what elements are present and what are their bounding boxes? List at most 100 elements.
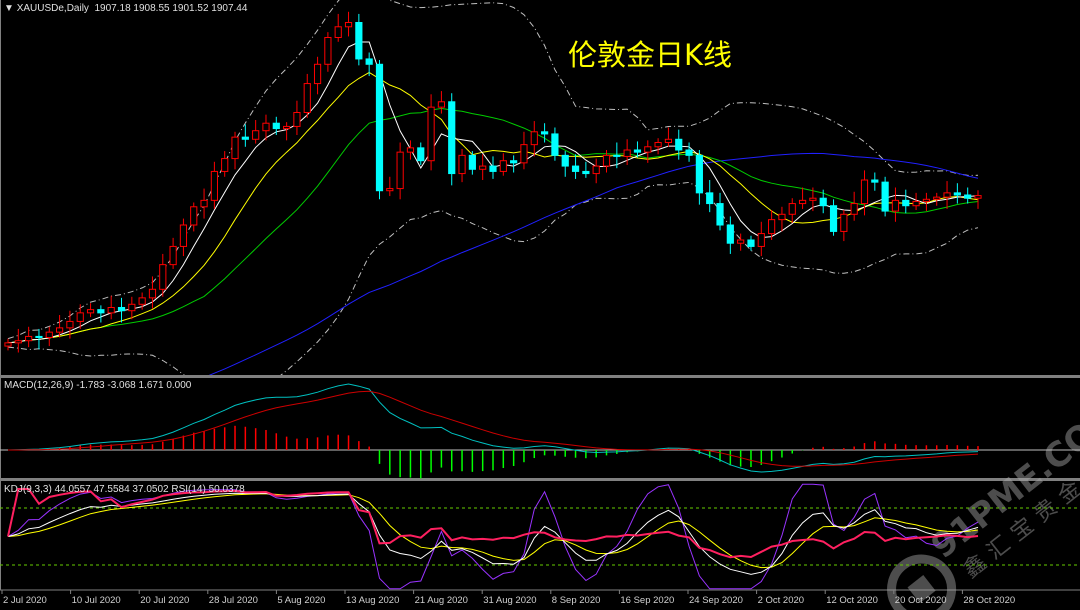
candle: [716, 203, 724, 226]
candle: [252, 130, 260, 140]
watermark-coin-hole: [907, 575, 936, 604]
candle: [933, 196, 941, 200]
chart-header: ▼ XAUUSDe,Daily 1907.18 1908.55 1901.52 …: [4, 3, 247, 14]
candle: [97, 309, 105, 314]
x-tick-label: 13 Aug 2020: [346, 595, 400, 606]
candle: [66, 320, 74, 329]
candle: [737, 239, 745, 244]
candle: [943, 192, 951, 198]
kdj-label: KDJ(9,3,3) 44.0557 47.5584 37.0502 RSI(1…: [4, 484, 245, 495]
candle: [571, 165, 580, 172]
candle: [602, 154, 611, 167]
candle: [427, 106, 435, 162]
candle: [56, 327, 64, 333]
ma20-line: [7, 107, 979, 344]
x-tick-label: 20 Oct 2020: [894, 595, 947, 606]
candle: [117, 307, 126, 312]
x-tick-label: 8 Sep 2020: [551, 595, 601, 606]
x-tick-label: 20 Jul 2020: [140, 595, 190, 606]
candle: [406, 147, 415, 153]
candle: [499, 160, 507, 172]
candle: [86, 309, 95, 314]
candle: [417, 147, 425, 162]
candle: [829, 205, 838, 232]
x-tick-label: 12 Oct 2020: [826, 595, 878, 606]
candle: [448, 101, 456, 175]
x-tick-label: 28 Oct 2020: [963, 595, 1016, 606]
candle: [128, 303, 136, 312]
candle: [685, 149, 693, 156]
candle: [974, 195, 982, 199]
pane-separator: [0, 375, 1080, 378]
candle: [344, 22, 353, 28]
candle: [644, 146, 652, 153]
candle: [912, 200, 920, 207]
candle: [891, 199, 900, 212]
candle: [623, 149, 631, 157]
candle: [541, 131, 549, 135]
pane-separator: [0, 478, 1080, 481]
x-tick-label: 21 Aug 2020: [414, 595, 468, 606]
candle: [860, 179, 869, 205]
candle: [148, 288, 157, 299]
candle: [798, 199, 807, 205]
candle: [179, 224, 188, 247]
candle: [551, 133, 559, 156]
candle: [365, 58, 373, 65]
candle: [313, 63, 322, 85]
candle: [768, 219, 776, 235]
candle: [902, 199, 910, 207]
candle: [283, 125, 291, 130]
dropdown-triangle-icon[interactable]: ▼: [4, 3, 14, 14]
candle: [592, 165, 600, 175]
candle: [25, 335, 33, 342]
ohlc-readout: 1907.18 1908.55 1901.52 1907.44: [94, 3, 248, 14]
candle: [964, 194, 972, 199]
x-tick-label: 16 Sep 2020: [620, 595, 675, 606]
candle: [561, 154, 569, 167]
candle: [262, 122, 270, 132]
macd-label: MACD(12,26,9) -1.783 -3.068 1.671 0.000: [4, 380, 192, 391]
candle: [788, 203, 796, 215]
candle: [200, 199, 208, 208]
x-tick-label: 31 Aug 2020: [483, 595, 537, 606]
watermark-coin-icon: [887, 554, 957, 610]
candle: [695, 154, 703, 194]
candle: [850, 203, 858, 215]
rsi-line: [7, 488, 979, 559]
kdj-k-line: [7, 492, 979, 575]
candle: [706, 192, 714, 205]
candle: [4, 342, 12, 347]
bollinger-lower: [7, 181, 979, 375]
x-tick-label: 2 Oct 2020: [757, 595, 805, 606]
chart-title: 伦敦金日K线: [568, 38, 733, 72]
candle: [210, 170, 218, 201]
ma60-line: [208, 152, 979, 375]
x-tick-label: 5 Aug 2020: [277, 595, 326, 606]
candle: [757, 233, 765, 247]
candle: [675, 138, 683, 151]
kdj-d-line: [7, 493, 979, 569]
candle: [138, 297, 146, 305]
candle: [190, 206, 198, 226]
candle: [324, 37, 332, 65]
candle: [437, 101, 445, 108]
x-tick-label: 10 Jul 2020: [71, 595, 121, 606]
candle: [355, 22, 363, 60]
symbol-label: XAUUSDe,Daily: [16, 3, 89, 14]
candle: [778, 213, 786, 221]
candle: [747, 239, 755, 247]
candle: [35, 335, 43, 338]
candle: [953, 192, 961, 196]
candle: [231, 136, 239, 160]
candle: [303, 83, 311, 113]
candle: [169, 245, 177, 266]
candle: [922, 198, 931, 202]
candle: [520, 144, 528, 164]
candle: [468, 154, 476, 170]
ma10-line: [7, 71, 979, 344]
candle: [458, 154, 466, 175]
candle: [633, 149, 642, 153]
